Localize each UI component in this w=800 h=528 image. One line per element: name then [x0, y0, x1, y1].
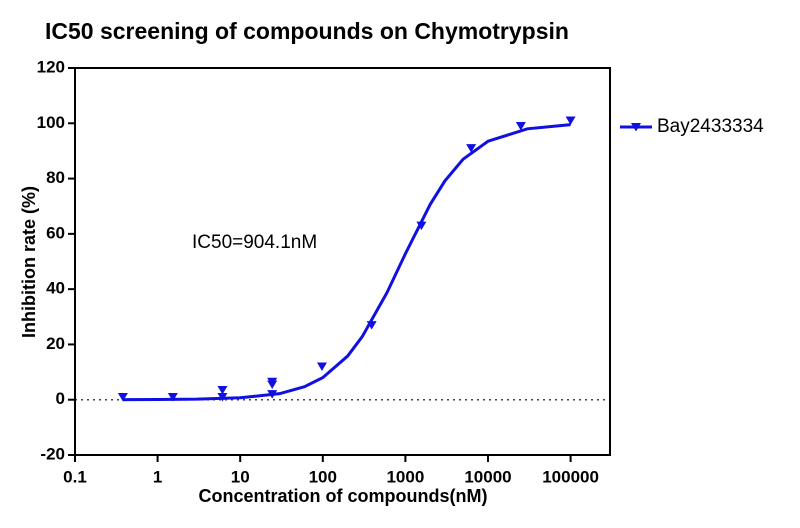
- data-point: [117, 392, 128, 402]
- y-tick-label: 40: [46, 279, 65, 298]
- y-tick-label: -20: [40, 444, 65, 463]
- x-tick-label: 10000: [464, 467, 511, 486]
- x-tick-label: 100000: [542, 467, 599, 486]
- plot-frame: [74, 67, 611, 456]
- data-point: [366, 321, 377, 330]
- y-tick-label: 20: [46, 334, 65, 353]
- y-tick-label: 0: [56, 389, 65, 408]
- data-point: [316, 362, 327, 372]
- legend-label: Bay2433334: [657, 116, 764, 137]
- y-tick-label: 60: [46, 223, 65, 242]
- x-tick-label: 0.1: [63, 467, 87, 486]
- data-point: [167, 392, 178, 402]
- annotation: IC50=904.1nM: [192, 232, 317, 253]
- y-tick-label: 80: [46, 168, 65, 187]
- legend-marker: [631, 123, 641, 132]
- x-tick-label: 10: [231, 467, 250, 486]
- y-axis-label: Inhibition rate (%): [19, 186, 39, 338]
- data-point: [217, 392, 228, 402]
- data-point: [466, 144, 477, 153]
- x-tick-label: 1: [153, 467, 162, 486]
- data-point: [515, 122, 526, 131]
- chart-title: IC50 screening of compounds on Chymotryp…: [45, 18, 569, 44]
- x-tick-label: 1000: [386, 467, 424, 486]
- y-tick-label: 100: [37, 113, 65, 132]
- x-tick-label: 100: [309, 467, 337, 486]
- fit-curve: [122, 123, 571, 402]
- data-point: [565, 116, 576, 126]
- data-point: [416, 221, 427, 231]
- y-tick-label: 120: [37, 57, 65, 76]
- data-point: [267, 380, 278, 390]
- data-point: [217, 386, 228, 395]
- data-point: [267, 390, 278, 399]
- x-axis-label: Concentration of compounds(nM): [199, 486, 488, 506]
